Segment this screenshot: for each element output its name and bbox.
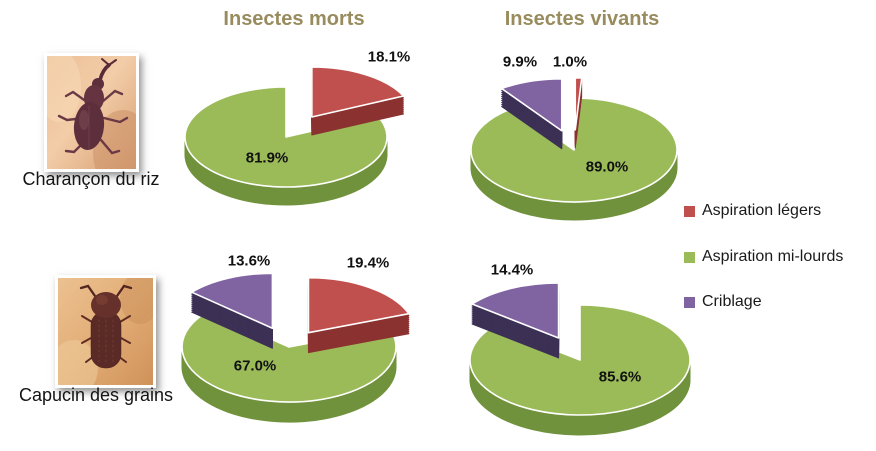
pie-percentage-label: 67.0% <box>233 357 277 375</box>
pie-0-slice-0-top <box>311 66 405 118</box>
pie-2-slice-0-top <box>307 276 410 334</box>
pie-percentage-label: 81.9% <box>245 149 289 167</box>
row-label-capucin-des-grains: Capucin des grains <box>18 385 174 405</box>
column-title-insectes-vivants: Insectes vivants <box>504 8 660 30</box>
pie-percentage-label: 85.6% <box>598 368 642 386</box>
pie-percentage-label: 89.0% <box>585 158 629 176</box>
legend-item-criblage: Criblage <box>684 293 762 311</box>
legend-item-aspiration-legers: Aspiration légers <box>684 202 821 220</box>
pie-percentage-label: 13.6% <box>227 252 271 270</box>
pie-percentage-label: 1.0% <box>552 53 588 71</box>
pie-3-slice-0-top <box>469 304 691 416</box>
pie-percentage-label: 14.4% <box>490 261 534 279</box>
legend-swatch-aspiration-legers-icon <box>684 205 695 217</box>
rice-weevil-photo <box>44 53 139 172</box>
grain-borer-photo <box>55 275 156 388</box>
pie-0-slice-1-top <box>184 86 388 188</box>
pie-1-slice-1-top <box>470 97 678 203</box>
pie-2-slice-2-top <box>190 272 274 330</box>
grain-borer-illustration <box>79 284 133 369</box>
pie-percentage-label: 19.4% <box>346 254 390 272</box>
pie-1-slice-0-top <box>574 77 583 131</box>
pie-percentage-label: 9.9% <box>502 53 538 71</box>
legend-item-aspiration-mi-lourds: Aspiration mi-lourds <box>684 248 843 266</box>
pie-3-slice-1-top <box>471 282 560 339</box>
legend-swatch-criblage-icon <box>684 296 695 308</box>
column-title-insectes-morts: Insectes morts <box>223 8 365 30</box>
row-label-charancon-du-riz: Charançon du riz <box>22 169 160 189</box>
legend-label-criblage: Criblage <box>702 293 762 310</box>
legend-label-aspiration-legers: Aspiration légers <box>702 202 822 219</box>
pie-percentage-label: 18.1% <box>367 48 411 66</box>
pie-2-slice-1-top <box>181 310 397 403</box>
legend-label-aspiration-mi-lourds: Aspiration mi-lourds <box>702 248 844 265</box>
legend-swatch-aspiration-mi-lourds-icon <box>684 251 695 263</box>
rice-weevil-illustration <box>57 58 129 155</box>
pie-1-slice-2-top <box>500 77 563 132</box>
